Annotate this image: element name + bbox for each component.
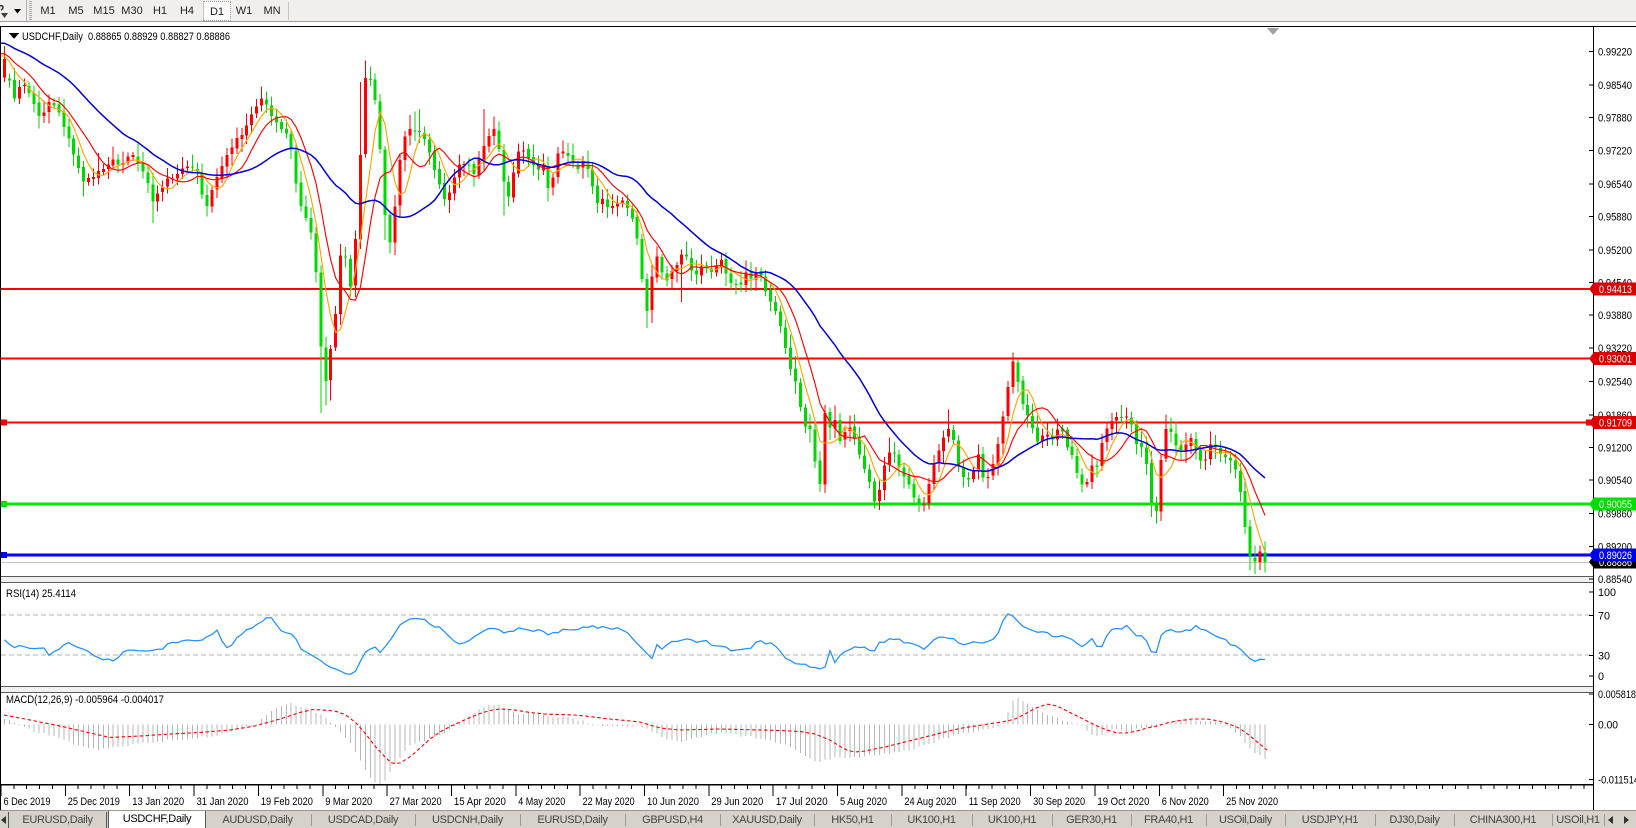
svg-text:0.90055: 0.90055 xyxy=(1599,499,1632,511)
svg-text:30 Sep 2020: 30 Sep 2020 xyxy=(1033,796,1085,808)
svg-text:19 Oct 2020: 19 Oct 2020 xyxy=(1097,796,1149,808)
svg-text:-0.011514: -0.011514 xyxy=(1598,775,1636,787)
svg-text:13 Jan 2020: 13 Jan 2020 xyxy=(132,796,184,808)
svg-text:0.98540: 0.98540 xyxy=(1598,80,1632,92)
svg-text:0.92540: 0.92540 xyxy=(1598,376,1632,388)
svg-text:5 Aug 2020: 5 Aug 2020 xyxy=(840,796,887,808)
svg-text:0: 0 xyxy=(1598,671,1604,683)
svg-text:MACD(12,26,9) -0.005964 -0.004: MACD(12,26,9) -0.005964 -0.004017 xyxy=(6,694,164,706)
svg-text:0.97220: 0.97220 xyxy=(1598,145,1632,157)
svg-text:4 May 2020: 4 May 2020 xyxy=(518,796,565,808)
svg-text:RSI(14) 25.4114: RSI(14) 25.4114 xyxy=(6,588,76,600)
svg-text:17 Jul 2020: 17 Jul 2020 xyxy=(776,796,828,808)
svg-text:0.97880: 0.97880 xyxy=(1598,113,1632,125)
svg-text:0.93001: 0.93001 xyxy=(1599,354,1632,366)
svg-text:0.89026: 0.89026 xyxy=(1599,550,1632,562)
svg-text:0.96540: 0.96540 xyxy=(1598,179,1632,191)
svg-text:0.91200: 0.91200 xyxy=(1598,443,1632,455)
svg-text:15 Apr 2020: 15 Apr 2020 xyxy=(454,796,506,808)
svg-text:0.88540: 0.88540 xyxy=(1598,574,1632,586)
svg-text:25 Dec 2019: 25 Dec 2019 xyxy=(68,796,120,808)
svg-text:100: 100 xyxy=(1598,587,1616,599)
svg-text:0.89860: 0.89860 xyxy=(1598,509,1632,521)
svg-text:31 Jan 2020: 31 Jan 2020 xyxy=(197,796,249,808)
svg-text:19 Feb 2020: 19 Feb 2020 xyxy=(261,796,313,808)
svg-text:0.93880: 0.93880 xyxy=(1598,310,1632,322)
svg-text:0.005818: 0.005818 xyxy=(1598,689,1636,701)
svg-text:0.00: 0.00 xyxy=(1598,720,1618,732)
svg-text:0.95880: 0.95880 xyxy=(1598,211,1632,223)
svg-text:0.95200: 0.95200 xyxy=(1598,245,1632,257)
svg-text:24 Aug 2020: 24 Aug 2020 xyxy=(904,796,956,808)
svg-text:70: 70 xyxy=(1598,611,1610,623)
svg-text:6 Nov 2020: 6 Nov 2020 xyxy=(1162,796,1209,808)
svg-text:0.93220: 0.93220 xyxy=(1598,343,1632,355)
svg-text:0.91709: 0.91709 xyxy=(1599,417,1632,429)
svg-text:11 Sep 2020: 11 Sep 2020 xyxy=(969,796,1021,808)
svg-text:0.94413: 0.94413 xyxy=(1599,284,1632,296)
svg-text:29 Jun 2020: 29 Jun 2020 xyxy=(711,796,763,808)
svg-text:22 May 2020: 22 May 2020 xyxy=(583,796,635,808)
svg-text:0.99220: 0.99220 xyxy=(1598,47,1632,59)
svg-text:9 Mar 2020: 9 Mar 2020 xyxy=(325,796,372,808)
svg-text:USDCHF,Daily 0.88865 0.88929: USDCHF,Daily 0.88865 0.88929 0.88827 0.8… xyxy=(22,31,230,43)
svg-text:6 Dec 2019: 6 Dec 2019 xyxy=(4,796,51,808)
svg-text:0.90540: 0.90540 xyxy=(1598,475,1632,487)
svg-text:25 Nov 2020: 25 Nov 2020 xyxy=(1226,796,1278,808)
svg-text:27 Mar 2020: 27 Mar 2020 xyxy=(390,796,442,808)
svg-text:10 Jun 2020: 10 Jun 2020 xyxy=(647,796,699,808)
svg-text:30: 30 xyxy=(1598,650,1610,662)
